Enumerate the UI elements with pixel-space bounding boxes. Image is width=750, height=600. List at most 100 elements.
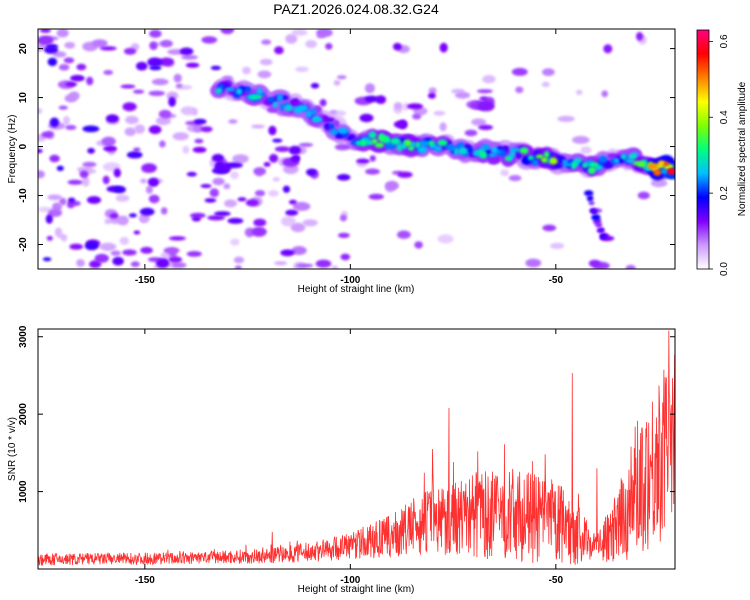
spectrogram-cell xyxy=(464,129,478,137)
spectrogram-cell xyxy=(336,174,351,181)
spectrogram-cell xyxy=(148,194,160,204)
spectrogram-cell xyxy=(288,199,297,205)
spectrogram-cell xyxy=(543,151,550,158)
spectrogram-cell xyxy=(58,105,68,110)
spectrogram-cell xyxy=(253,167,267,176)
spectrogram-cell xyxy=(91,39,108,48)
spectrogram-cell xyxy=(293,106,303,114)
spectrogram-cell xyxy=(378,133,385,141)
spectrogram-cell xyxy=(38,206,52,213)
spectrogram-cell xyxy=(347,135,353,141)
spectrogram-cell xyxy=(552,163,564,169)
spectrogram-cell xyxy=(102,175,110,185)
spectrogram-cell xyxy=(412,113,422,120)
spectrogram-cell xyxy=(333,120,340,127)
snr-y-ticks: 1000 2000 3000 xyxy=(18,325,675,503)
spectrogram-cell xyxy=(215,87,223,95)
spectrogram-cell xyxy=(242,66,251,75)
spectrogram-cell xyxy=(628,153,637,160)
spectrogram-cell xyxy=(47,194,62,201)
colorbar-tick-label: 0.2 xyxy=(719,186,730,200)
spectrogram-cell xyxy=(600,233,607,239)
spectrogram-cell xyxy=(503,145,509,151)
spectrogram-cell xyxy=(479,151,488,159)
spectrogram-cell xyxy=(113,168,122,178)
spectrogram-cell xyxy=(510,150,516,158)
spectrogram-cell xyxy=(58,234,66,239)
spectrogram-cell xyxy=(148,125,162,135)
spectrogram-cell xyxy=(266,106,278,113)
spectrogram-cell xyxy=(63,115,70,126)
colorbar-tick-label: 0.0 xyxy=(719,262,730,276)
snr-y-tick-label: 1000 xyxy=(18,480,29,503)
spectrogram-cell xyxy=(133,230,141,235)
spectrogram-cell xyxy=(457,142,465,149)
spectrogram-cell xyxy=(191,216,201,222)
spectrogram-cell xyxy=(407,103,423,110)
spectrogram-cell xyxy=(141,163,157,173)
spectrogram-cell xyxy=(542,68,555,76)
spectrogram-cell xyxy=(572,135,590,144)
spectrogram-cell xyxy=(466,146,473,154)
spectrogram-cell xyxy=(227,217,244,224)
spectrogram-cell xyxy=(210,65,222,71)
spectrogram-cell xyxy=(67,197,76,203)
spectrogram-cell xyxy=(44,45,59,54)
spectrogram-cell xyxy=(126,151,143,159)
chart-title: PAZ1.2026.024.08.32.G24 xyxy=(273,1,439,17)
spectrogram-cell xyxy=(49,117,60,128)
spectrogram-cell xyxy=(433,110,446,116)
spectrogram-cell xyxy=(334,143,351,151)
spectrogram-cell xyxy=(374,142,384,149)
spectrogram-cell xyxy=(368,131,377,139)
spectrogram-cell xyxy=(38,44,46,52)
spectrogram-cell xyxy=(191,108,198,116)
spectrogram-cell xyxy=(316,29,333,38)
spectrogram-cell xyxy=(296,263,314,268)
spectrogram-cell xyxy=(220,29,235,35)
spectrogram-cell xyxy=(310,82,320,89)
spectrogram-y-tick-label: 10 xyxy=(18,92,29,104)
spectrogram-cell xyxy=(267,97,275,103)
spectrogram-cell xyxy=(532,159,539,166)
spectrogram-cell xyxy=(659,168,669,175)
spectrogram-cell xyxy=(479,96,488,102)
spectrogram-cell xyxy=(279,103,285,111)
spectrogram-cell xyxy=(194,138,204,144)
spectrogram-cell xyxy=(458,147,468,155)
spectrogram-cell xyxy=(272,177,280,182)
spectrogram-cell xyxy=(101,136,116,147)
snr-series-line xyxy=(38,330,675,566)
spectrogram-heatmap xyxy=(38,29,675,269)
spectrogram-cell xyxy=(200,126,213,133)
spectrogram-cell xyxy=(172,132,189,141)
spectrogram-cell xyxy=(603,44,613,54)
spectrogram-cell xyxy=(79,170,89,179)
spectrogram-cell xyxy=(70,74,85,82)
spectrogram-cell xyxy=(626,158,635,164)
spectrogram-cell xyxy=(607,153,618,159)
spectrogram-cell xyxy=(333,79,341,86)
snr-panel: -150 -100 -50 1000 2000 3000 Height of strai… xyxy=(7,325,676,595)
spectrogram-cell xyxy=(251,226,267,237)
spectrogram-cell xyxy=(115,194,130,202)
spectrogram-cell xyxy=(437,234,454,244)
spectrogram-cell xyxy=(272,101,278,108)
spectrogram-cell xyxy=(650,179,668,188)
spectrogram-cell xyxy=(128,213,137,218)
spectrogram-cell xyxy=(179,47,194,56)
spectrogram-cell xyxy=(511,67,528,76)
spectrogram-cell xyxy=(148,90,165,97)
spectrogram-cell xyxy=(122,102,137,112)
spectrogram-cell xyxy=(595,222,603,228)
spectrogram-cell xyxy=(276,93,284,102)
spectrogram-cell xyxy=(103,70,114,75)
spectrogram-cell xyxy=(132,89,145,94)
spectrogram-cell xyxy=(516,153,523,160)
spectrogram-cell xyxy=(139,214,150,223)
spectrogram-cell xyxy=(269,153,279,163)
spectrogram-cell xyxy=(587,166,596,175)
spectrogram-cell xyxy=(230,171,239,180)
spectrogram-cell xyxy=(305,40,317,48)
